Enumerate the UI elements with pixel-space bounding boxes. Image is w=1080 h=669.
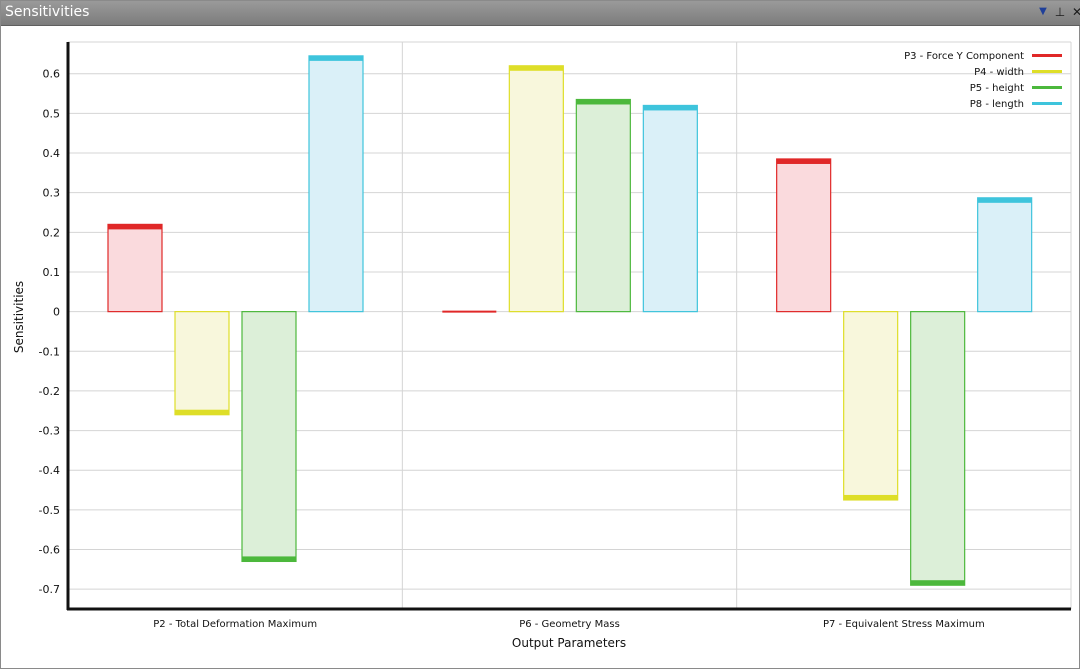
- legend-label: P3 - Force Y Component: [904, 51, 1024, 62]
- y-tick-label: 0.3: [43, 187, 61, 200]
- bar-cap: [643, 105, 698, 111]
- y-tick-label: 0.4: [43, 147, 61, 160]
- legend-label: P4 - width: [974, 67, 1024, 78]
- y-tick-label: -0.1: [39, 345, 60, 358]
- panel-title: Sensitivities: [5, 4, 90, 20]
- y-tick-label: 0.5: [43, 107, 61, 120]
- bar: [508, 65, 564, 313]
- x-tick-label: P2 - Total Deformation Maximum: [153, 619, 317, 630]
- y-tick-label: -0.3: [39, 425, 60, 438]
- chart-bars: [107, 55, 1033, 586]
- sensitivities-chart: 0.6 0.5 0.4 0.3 0.2 0.1 0 -0.1 -0.2 -0.3 -0.4 -0.5 -…: [12, 41, 1072, 650]
- y-tick-label: 0.6: [43, 68, 61, 81]
- chart-legend: P3 - Force Y Component P4 - width P5 - hei…: [904, 51, 1062, 110]
- x-tick-label: P6 - Geometry Mass: [519, 619, 620, 630]
- bar: [776, 158, 832, 313]
- x-axis-label: Output Parameters: [512, 636, 626, 650]
- bar: [107, 223, 163, 313]
- dropdown-menu-icon[interactable]: ▼: [1039, 6, 1047, 17]
- bar: [575, 98, 631, 313]
- legend-label: P8 - length: [970, 99, 1024, 110]
- bar-cap: [175, 409, 229, 415]
- y-tick-label: -0.7: [39, 583, 60, 596]
- pin-icon[interactable]: ⊥: [1054, 5, 1066, 19]
- bar-cap: [843, 494, 898, 500]
- bar-cap: [910, 580, 965, 586]
- bar: [174, 311, 230, 416]
- y-axis-label: Sensitivities: [12, 281, 26, 353]
- x-tick-label: P7 - Equivalent Stress Maximum: [823, 619, 985, 630]
- legend-swatch: [1032, 86, 1062, 89]
- y-tick-label: 0.2: [43, 226, 61, 239]
- bar-cap: [108, 224, 162, 230]
- y-tick-label: -0.2: [39, 385, 60, 398]
- bar-cap: [242, 556, 296, 562]
- bar-cap: [977, 197, 1032, 203]
- bar: [843, 311, 899, 501]
- y-tick-label: 0.1: [43, 266, 61, 279]
- y-tick-label: -0.5: [39, 504, 60, 517]
- bar-cap: [309, 55, 363, 61]
- y-tick-label: 0: [53, 306, 60, 319]
- chart-axes: 0.6 0.5 0.4 0.3 0.2 0.1 0 -0.1 -0.2 -0.3 -0.4 -0.5 -…: [39, 42, 1071, 630]
- bar: [642, 104, 698, 313]
- y-tick-label: -0.4: [39, 464, 60, 477]
- y-tick-label: -0.6: [39, 544, 60, 557]
- bar: [308, 55, 364, 313]
- legend-label: P5 - height: [970, 83, 1024, 94]
- legend-swatch: [1032, 102, 1062, 105]
- bar-cap: [776, 158, 831, 164]
- panel-titlebar: Sensitivities ▼ ⊥ ✕: [1, 1, 1080, 26]
- bar: [910, 311, 966, 586]
- bar-cap: [576, 99, 631, 105]
- bar: [241, 311, 297, 563]
- legend-swatch: [1032, 54, 1062, 57]
- chart-grid: [68, 41, 1072, 609]
- bar: [977, 197, 1033, 313]
- close-icon[interactable]: ✕: [1071, 5, 1080, 19]
- bar-cap: [509, 65, 564, 71]
- legend-swatch: [1032, 70, 1062, 73]
